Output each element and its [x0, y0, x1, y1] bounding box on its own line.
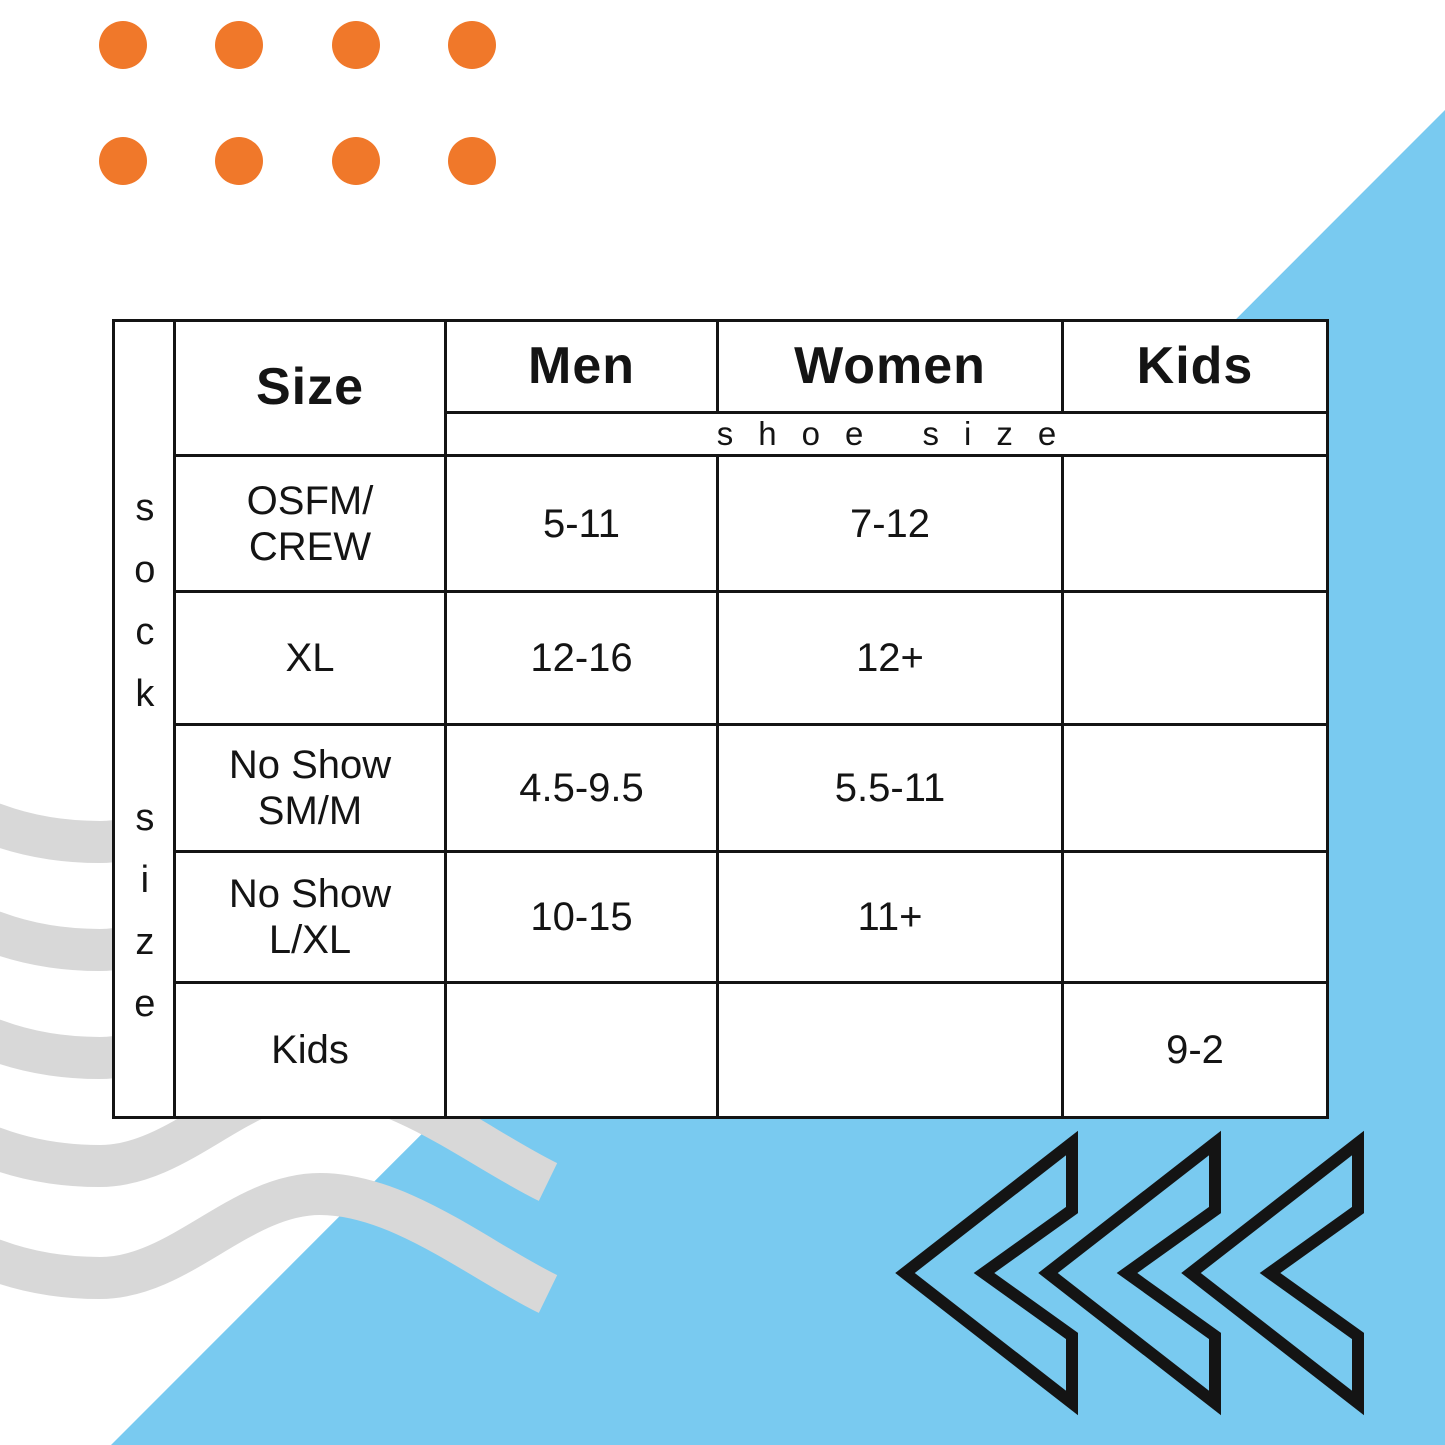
chevron-group — [895, 1130, 1364, 1416]
orange-dot — [332, 21, 380, 69]
row-label-cell: XL — [176, 593, 447, 726]
sock-size-label: sock size — [123, 487, 166, 1045]
women-value-cell: 11+ — [719, 853, 1064, 984]
kids-value-cell — [1064, 853, 1326, 984]
women-value-cell — [719, 984, 1064, 1116]
men-column-header: Men — [447, 322, 719, 414]
chevron-left-icon — [895, 1130, 1078, 1416]
men-value-cell: 4.5-9.5 — [447, 726, 719, 853]
dot-grid — [99, 21, 496, 185]
chevron-left-icon — [1038, 1130, 1221, 1416]
row-label-cell: Kids — [176, 984, 447, 1116]
orange-dot — [448, 21, 496, 69]
orange-dot — [215, 21, 263, 69]
orange-dot — [332, 137, 380, 185]
row-label-cell: No Show L/XL — [176, 853, 447, 984]
wave-icon — [0, 1172, 558, 1313]
size-column-header: Size — [176, 322, 447, 457]
orange-dot — [448, 137, 496, 185]
row-label-cell: No Show SM/M — [176, 726, 447, 853]
orange-dot — [215, 137, 263, 185]
sock-size-axis-label-cell: sock size — [115, 322, 176, 1116]
men-value-cell — [447, 984, 719, 1116]
row-label-cell: OSFM/ CREW — [176, 457, 447, 593]
men-value-cell: 5-11 — [447, 457, 719, 593]
shoe-size-subheader: shoe size — [447, 414, 1326, 457]
chevron-left-icon — [1181, 1130, 1364, 1416]
kids-value-cell — [1064, 457, 1326, 593]
orange-dot — [99, 137, 147, 185]
orange-dot — [99, 21, 147, 69]
kids-value-cell — [1064, 726, 1326, 853]
kids-column-header: Kids — [1064, 322, 1326, 414]
women-value-cell: 7-12 — [719, 457, 1064, 593]
men-value-cell: 10-15 — [447, 853, 719, 984]
kids-value-cell — [1064, 593, 1326, 726]
women-value-cell: 12+ — [719, 593, 1064, 726]
size-table: sock size Size Men Women Kids shoe size … — [112, 319, 1329, 1119]
men-value-cell: 12-16 — [447, 593, 719, 726]
kids-value-cell: 9-2 — [1064, 984, 1326, 1116]
women-value-cell: 5.5-11 — [719, 726, 1064, 853]
women-column-header: Women — [719, 322, 1064, 414]
